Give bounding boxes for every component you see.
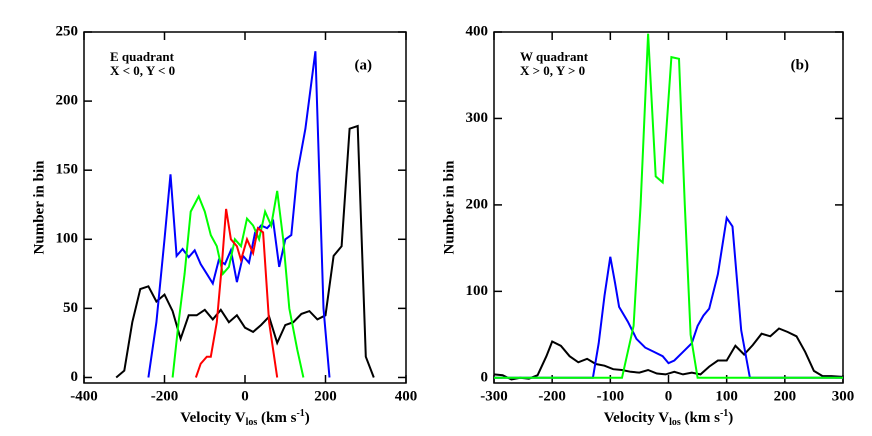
x-axis-label-part: (km s <box>257 410 296 426</box>
x-axis-label-part: -1 <box>296 408 304 419</box>
y-tick-label: 100 <box>56 231 79 247</box>
annotation: (a) <box>355 57 373 73</box>
x-tick-label: 300 <box>832 388 855 404</box>
y-tick-label: 100 <box>466 283 489 299</box>
y-tick-label: 150 <box>56 162 79 178</box>
data-line <box>494 33 843 379</box>
x-tick-label: 0 <box>241 388 249 404</box>
y-tick-label: 200 <box>56 93 79 109</box>
plot-frame <box>83 31 407 384</box>
x-axis-label-part: -1 <box>720 408 728 419</box>
annotation: X > 0, Y > 0 <box>520 63 585 78</box>
x-tick-label: -300 <box>480 388 508 404</box>
x-tick-label: 400 <box>395 388 418 404</box>
x-axis-label-part: los <box>669 417 681 428</box>
annotation: E quadrant <box>110 49 175 64</box>
annotation: (b) <box>791 57 809 73</box>
x-axis-label: Velocity Vlos (km s-1) <box>604 408 734 428</box>
y-tick-label: 50 <box>63 300 78 316</box>
x-tick-label: -400 <box>70 388 98 404</box>
x-axis-label-part: (km s <box>681 410 720 426</box>
x-axis-label-part: Velocity V <box>180 410 246 426</box>
y-tick-label: 0 <box>481 369 489 385</box>
x-axis-label-part: ) <box>305 410 310 426</box>
y-tick-label: 200 <box>466 196 489 212</box>
y-axis-label: Number in bin <box>31 160 47 255</box>
x-axis-label-part: ) <box>728 410 733 426</box>
x-axis-label: Velocity Vlos (km s-1) <box>180 408 310 428</box>
data-line <box>147 51 331 378</box>
x-tick-label: 200 <box>774 388 797 404</box>
y-axis-label: Number in bin <box>441 160 457 255</box>
data-line <box>494 327 843 381</box>
x-tick-label: 0 <box>665 388 673 404</box>
x-tick-label: 100 <box>715 388 738 404</box>
x-axis-label-part: Velocity V <box>604 410 670 426</box>
x-tick-label: -200 <box>538 388 566 404</box>
x-tick-label: 200 <box>314 388 337 404</box>
y-tick-label: 300 <box>466 110 489 126</box>
data-line <box>194 208 279 378</box>
x-axis-label-part: los <box>246 417 258 428</box>
data-line <box>494 215 843 379</box>
x-tick-label: -200 <box>151 388 179 404</box>
x-tick-label: -100 <box>597 388 625 404</box>
annotation: X < 0, Y < 0 <box>110 63 175 78</box>
y-tick-label: 250 <box>56 23 79 39</box>
annotation: W quadrant <box>520 49 589 64</box>
y-tick-label: 400 <box>466 23 489 39</box>
data-line <box>171 190 305 378</box>
y-tick-label: 0 <box>71 369 79 385</box>
